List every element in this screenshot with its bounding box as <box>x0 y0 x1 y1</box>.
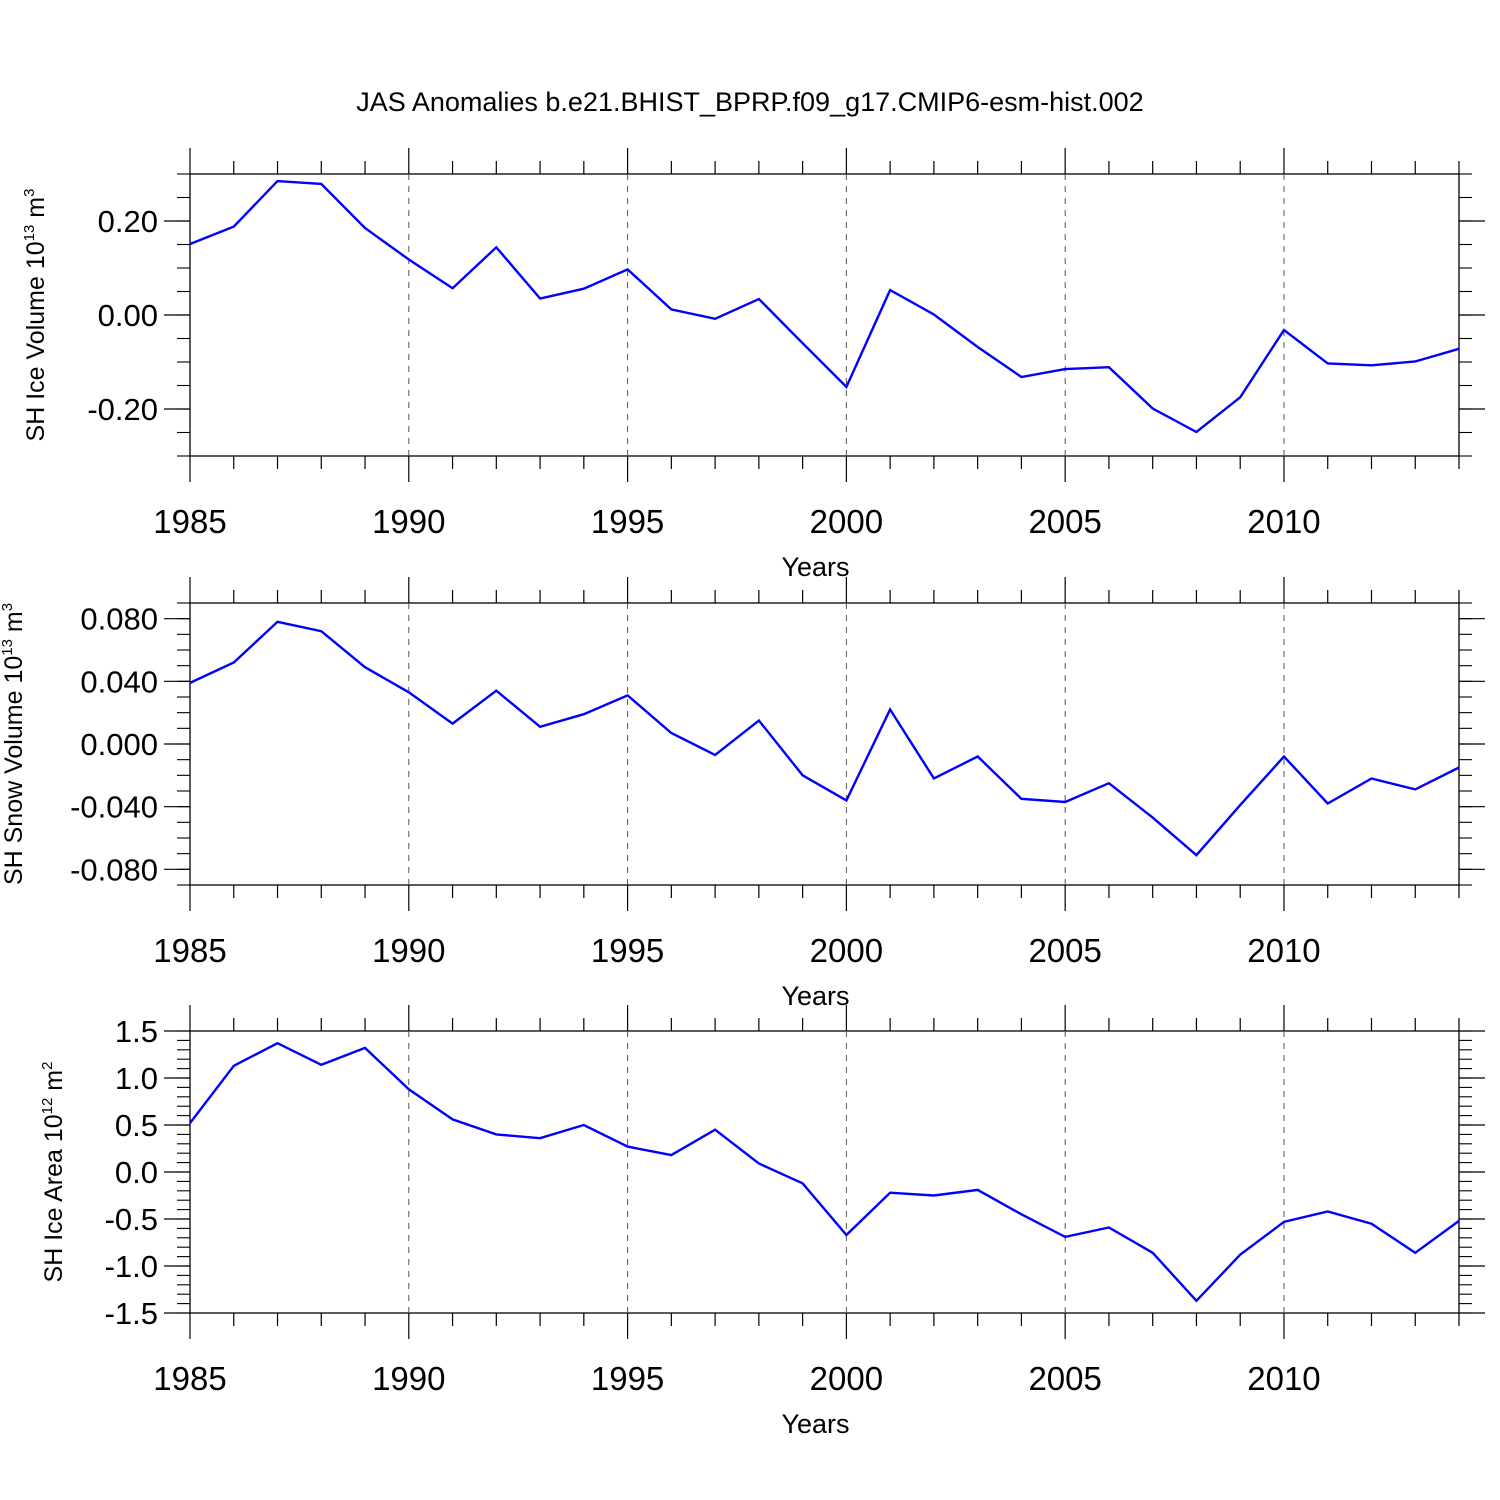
plot-frame <box>189 173 1460 457</box>
x-tick-label: 1985 <box>153 503 226 540</box>
x-tick-label: 1990 <box>372 1360 445 1397</box>
y-tick-label: 0.000 <box>80 727 158 762</box>
series-line <box>189 179 1460 434</box>
panel-1: 1985 1990 1995 2000 2005 2010 Years -0.20 0.00 0.… <box>21 148 1485 582</box>
y-axis-label: SH Ice Area 1012 m2 <box>39 1062 68 1283</box>
x-tick-label: 2010 <box>1247 1360 1320 1397</box>
x-tick-label: 1985 <box>153 932 226 969</box>
x-axis-label: Years <box>781 552 849 582</box>
x-tick-label: 2000 <box>810 932 883 969</box>
x-tick-label: 1985 <box>153 1360 226 1397</box>
y-tick-label: 0.040 <box>80 664 158 699</box>
y-tick-label: 0.0 <box>115 1155 158 1190</box>
panel-3: 1985 1990 1995 2000 2005 2010 Years -1.5 -1.0 -0.… <box>39 1005 1485 1439</box>
y-tick-label: 0.20 <box>98 204 158 239</box>
y-tick-label: 0.5 <box>115 1108 158 1143</box>
x-tick-label: 2000 <box>810 1360 883 1397</box>
x-tick-label: 2005 <box>1028 503 1101 540</box>
panel-2: 1985 1990 1995 2000 2005 2010 Years -0.080 -0.04… <box>0 577 1485 1011</box>
plot-frame <box>189 602 1460 886</box>
figure-title: JAS Anomalies b.e21.BHIST_BPRP.f09_g17.C… <box>356 87 1143 117</box>
plot-frame <box>189 1030 1460 1314</box>
y-axis-label: SH Snow Volume 1013 m3 <box>0 603 28 885</box>
x-tick-label: 2010 <box>1247 503 1320 540</box>
y-tick-label: -0.20 <box>87 392 158 427</box>
series-line <box>189 620 1460 857</box>
x-axis-label: Years <box>781 1409 849 1439</box>
y-tick-label: -1.5 <box>105 1296 158 1331</box>
y-tick-label: -0.040 <box>70 790 158 825</box>
x-tick-label: 1995 <box>591 1360 664 1397</box>
y-tick-label: -1.0 <box>105 1249 158 1284</box>
x-axis-label: Years <box>781 981 849 1011</box>
y-tick-label: 0.080 <box>80 602 158 637</box>
y-tick-label: 0.00 <box>98 298 158 333</box>
x-tick-label: 1990 <box>372 503 445 540</box>
x-tick-label: 1995 <box>591 932 664 969</box>
x-tick-label: 1990 <box>372 932 445 969</box>
x-tick-label: 2005 <box>1028 1360 1101 1397</box>
x-tick-label: 2010 <box>1247 932 1320 969</box>
x-tick-label: 2005 <box>1028 932 1101 969</box>
y-tick-label: 1.0 <box>115 1061 158 1096</box>
y-tick-label: -0.080 <box>70 852 158 887</box>
y-axis-label: SH Ice Volume 1013 m3 <box>21 189 50 442</box>
plots-group: 1985 1990 1995 2000 2005 2010 Years -0.20 0.00 0.… <box>0 148 1485 1439</box>
series-line <box>189 1041 1460 1303</box>
x-tick-label: 1995 <box>591 503 664 540</box>
x-tick-label: 2000 <box>810 503 883 540</box>
y-tick-label: 1.5 <box>115 1014 158 1049</box>
y-tick-label: -0.5 <box>105 1202 158 1237</box>
